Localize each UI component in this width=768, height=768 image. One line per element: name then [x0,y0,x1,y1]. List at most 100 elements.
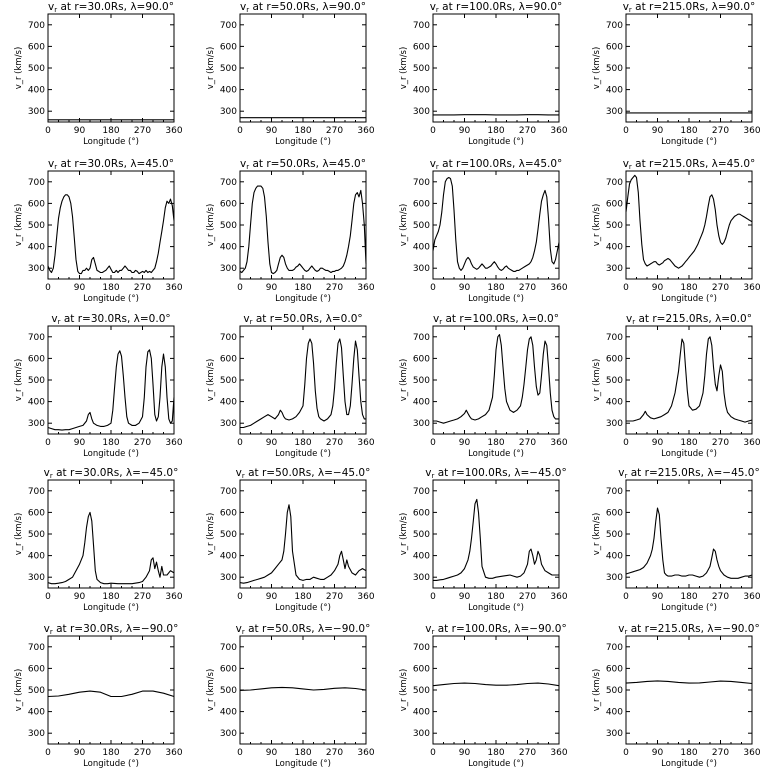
title-lat-part: Rs, λ= [696,313,730,325]
x-tick-label: 180 [294,283,311,293]
y-tick-label: 700 [606,333,623,343]
x-tick-label: 180 [487,748,504,758]
y-tick-label: 600 [28,664,45,674]
title-r-part: at r= [434,467,464,479]
series-line [47,349,175,431]
x-axis-label: Longitude (°) [661,137,717,147]
x-tick-label: 270 [326,592,343,602]
x-tick-label: 0 [430,283,436,293]
panel-2: vr at r=50.0Rs, λ=90.0° 0 90 180 270 360 300 40… [206,1,375,147]
x-tick-label: 90 [266,592,278,602]
y-tick-label: 700 [220,21,237,31]
x-axis-label: Longitude (°) [661,294,717,304]
panel-title: vr at r=100.0Rs, λ=45.0° [430,158,563,171]
x-axis-label: Longitude (°) [83,294,139,304]
y-tick-label: 700 [606,643,623,653]
y-tick-label: 300 [28,573,45,583]
y-axis-label: v_r (km/s) [206,204,216,247]
y-axis-label: v_r (km/s) [14,204,24,247]
panel-1: vr at r=30.0Rs, λ=90.0° 0 90 180 270 360 300 40… [14,1,183,147]
title-sub-r: r [50,628,53,636]
plot-frame [625,13,753,123]
y-axis-label: v_r (km/s) [592,359,602,402]
y-tick-label: 500 [28,686,45,696]
x-tick-label: 90 [459,748,471,758]
y-tick-label: 700 [220,487,237,497]
x-tick-label: 0 [237,438,243,448]
x-tick-label: 0 [623,283,629,293]
y-axis-label: v_r (km/s) [206,47,216,90]
y-tick-label: 500 [413,376,430,386]
title-r-part: at r= [245,623,275,635]
y-tick-label: 700 [28,178,45,188]
x-tick-label: 180 [102,592,119,602]
y-tick-label: 500 [413,64,430,74]
x-tick-label: 360 [357,748,374,758]
plot-frame [47,479,175,589]
panel-title: vr at r=30.0Rs, λ=0.0° [51,313,170,326]
y-tick-label: 500 [413,530,430,540]
panel-title: vr at r=100.0Rs, λ=90.0° [430,1,563,14]
y-tick-label: 300 [220,107,237,117]
panel-10: vr at r=50.0Rs, λ=0.0° 0 90 180 270 360 300 400… [206,313,375,459]
x-tick-label: 90 [266,283,278,293]
y-tick-label: 600 [413,354,430,364]
x-tick-label: 270 [134,748,151,758]
x-tick-label: 180 [102,126,119,136]
y-tick-label: 500 [606,376,623,386]
title-v: v [433,313,439,325]
y-tick-label: 600 [606,664,623,674]
title-latitude: 45.0 [534,158,557,170]
y-tick-label: 600 [413,42,430,52]
plot-frame [432,479,560,589]
title-lat-part: Rs, λ= [499,1,533,13]
y-axis-label: v_r (km/s) [14,359,24,402]
title-lat-part: Rs, λ= [303,158,337,170]
y-tick-label: 500 [220,530,237,540]
x-tick-label: 360 [743,283,760,293]
x-tick-label: 90 [459,126,471,136]
title-r-part: at r= [434,623,464,635]
y-tick-label: 300 [28,729,45,739]
y-tick-label: 300 [413,729,430,739]
title-sub-r: r [625,472,628,480]
x-tick-label: 270 [519,438,536,448]
y-tick-label: 300 [413,264,430,274]
series-line [433,334,559,424]
title-r-part: at r= [249,1,279,13]
plot-frame [432,635,560,745]
panel-title: vr at r=100.0Rs, λ=−90.0° [425,623,566,636]
series-line [47,194,175,275]
title-lat-part: Rs, λ= [106,623,140,635]
x-tick-label: 90 [74,748,86,758]
title-v: v [425,467,431,479]
title-r-part: at r= [57,1,87,13]
title-sub-r: r [246,163,249,171]
title-r-part: at r= [632,158,662,170]
title-sub-r: r [250,318,253,326]
y-tick-label: 300 [606,729,623,739]
x-tick-label: 90 [652,748,664,758]
title-r-part: at r= [627,623,657,635]
title-v: v [240,158,246,170]
panel-title: vr at r=50.0Rs, λ=90.0° [240,1,366,14]
title-v: v [240,1,246,13]
panel-17: vr at r=30.0Rs, λ=−90.0° 0 90 180 270 360 300 4… [14,623,183,768]
title-v: v [51,313,57,325]
y-tick-label: 500 [28,376,45,386]
x-axis-label: Longitude (°) [468,137,524,147]
x-axis-label: Longitude (°) [275,137,331,147]
title-v: v [430,1,436,13]
title-sub-r: r [242,472,245,480]
x-tick-label: 270 [134,592,151,602]
y-tick-label: 600 [220,508,237,518]
x-tick-label: 0 [45,748,51,758]
y-tick-label: 300 [220,419,237,429]
y-tick-label: 600 [413,664,430,674]
x-tick-label: 180 [680,592,697,602]
x-tick-label: 0 [237,126,243,136]
panel-title: vr at r=30.0Rs, λ=90.0° [48,1,174,14]
title-v: v [623,158,629,170]
y-tick-label: 600 [606,354,623,364]
